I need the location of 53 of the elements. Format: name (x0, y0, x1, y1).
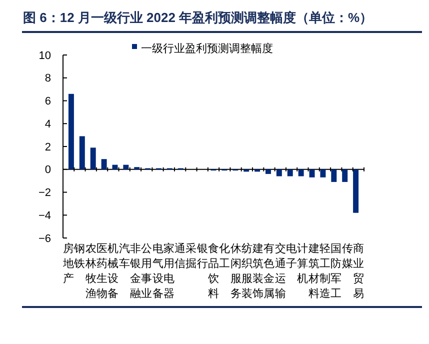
x-tick-label: 公用事业 (141, 242, 152, 300)
x-tick-label: 交通运输 (274, 242, 286, 300)
x-tick-label: 商业贸易 (352, 242, 364, 300)
bar (112, 164, 118, 170)
y-tick-label: 8 (44, 72, 51, 85)
bar (287, 169, 293, 176)
x-tick-label: 休闲服务 (230, 242, 242, 300)
x-tick-label: 通信 (174, 242, 186, 270)
y-tick-label: 4 (44, 118, 51, 130)
x-tick-label: 农林牧渔 (84, 242, 96, 300)
x-tick-label: 建筑材料 (307, 242, 320, 300)
bar (79, 136, 85, 170)
y-tick-label: 0 (44, 164, 51, 176)
x-tick-label: 钢铁 (73, 242, 86, 270)
y-tick-label: −6 (38, 232, 51, 245)
bar (298, 169, 304, 176)
chart-title: 图 6：12 月一级行业 2022 年盈利预测调整幅度（单位：%） (23, 10, 373, 25)
bar (353, 169, 359, 213)
x-tick-label: 化工 (219, 242, 230, 270)
x-tick-label: 房地产 (62, 242, 74, 285)
x-tick-label: 采掘 (186, 242, 197, 270)
x-tick-label: 纺织服装 (241, 242, 252, 300)
x-tick-label: 建筑装饰 (252, 242, 264, 300)
bar (90, 148, 96, 170)
x-tick-label: 汽车 (118, 242, 130, 270)
bar (331, 169, 337, 182)
x-tick-label: 轻工制造 (319, 242, 330, 300)
x-tick-label: 食品饮料 (207, 242, 219, 300)
y-tick-label: 6 (44, 96, 51, 108)
x-tick-label: 传媒 (342, 242, 353, 270)
x-tick-label: 有色金属 (264, 242, 275, 300)
x-tick-label: 银行 (196, 242, 208, 270)
y-tick-label: −4 (38, 210, 51, 222)
x-tick-label: 非银金融 (128, 242, 141, 300)
x-tick-label: 计算机 (297, 242, 308, 285)
bar (68, 94, 74, 170)
y-tick-label: 10 (38, 50, 51, 62)
bar (265, 169, 271, 174)
bar (101, 159, 107, 170)
bar (123, 164, 129, 170)
bar (320, 169, 326, 178)
bar (309, 169, 315, 178)
x-tick-label: 机械设备 (108, 242, 119, 300)
y-tick-label: −2 (38, 187, 51, 200)
bar (342, 169, 348, 182)
x-tick-label: 电子 (286, 242, 298, 270)
x-tick-label: 电气设备 (152, 242, 164, 300)
legend-label: 一级行业盈利预测调整幅度 (141, 42, 273, 55)
x-tick-label: 国防军工 (330, 242, 342, 300)
y-tick-label: 2 (44, 141, 51, 154)
bar (276, 169, 282, 176)
x-tick-label: 医药生物 (96, 242, 108, 300)
x-tick-label: 家用电器 (163, 242, 174, 300)
